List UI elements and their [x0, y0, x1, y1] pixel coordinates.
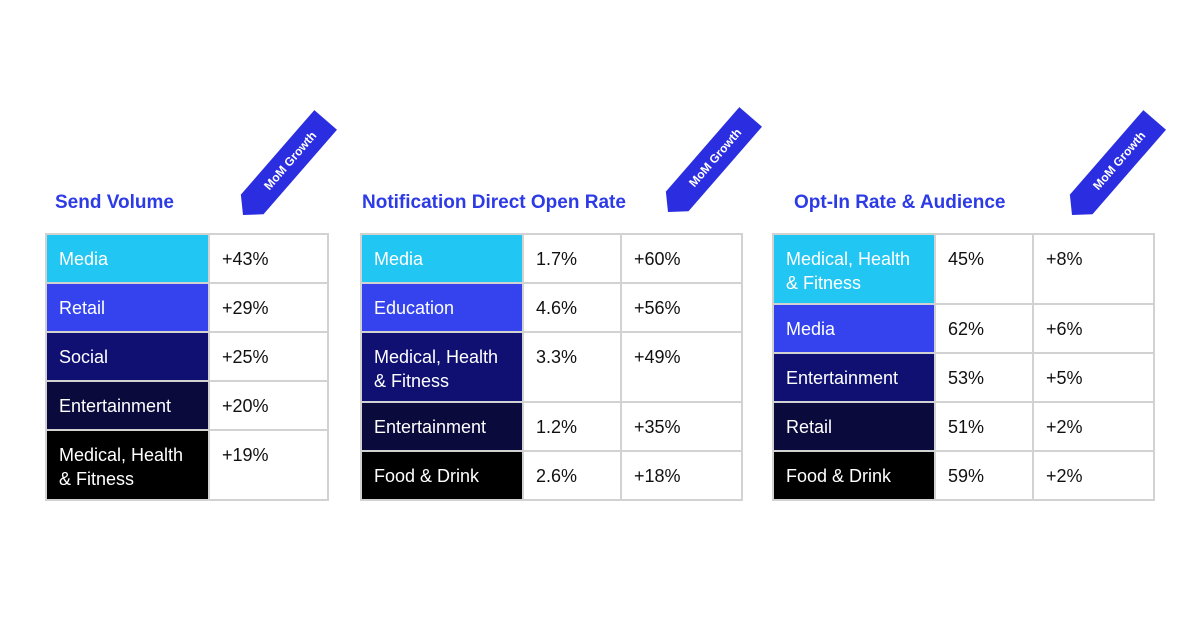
value-cell: +25% [208, 331, 329, 382]
table-row: Retail 51% +2% [772, 401, 1155, 452]
value-cell: +2% [1032, 401, 1155, 452]
value-cell: 4.6% [522, 282, 622, 333]
value-cell: +43% [208, 233, 329, 284]
value-cell: +19% [208, 429, 329, 501]
value-cell: +5% [1032, 352, 1155, 403]
value-cell: +49% [620, 331, 743, 403]
value-cell: +60% [620, 233, 743, 284]
table-title: Opt-In Rate & Audience [794, 192, 1006, 213]
category-cell: Medical, Health & Fitness [45, 429, 210, 501]
badge-group: MoM Growth [1069, 110, 1166, 215]
badge-shape [665, 107, 762, 212]
table-row: Entertainment 53% +5% [772, 352, 1155, 403]
value-cell: +56% [620, 282, 743, 333]
category-cell: Food & Drink [360, 450, 524, 501]
table-row: Media 1.7% +60% [360, 233, 743, 284]
table-row: Retail +29% [45, 282, 329, 333]
badge-group: MoM Growth [665, 107, 762, 212]
value-cell: +2% [1032, 450, 1155, 501]
badge-shape [1069, 110, 1166, 215]
category-cell: Entertainment [45, 380, 210, 431]
value-cell: 53% [934, 352, 1034, 403]
table-row: Medical, Health & Fitness 45% +8% [772, 233, 1155, 305]
category-cell: Medical, Health & Fitness [772, 233, 936, 305]
value-cell: +35% [620, 401, 743, 452]
table-row: Medical, Health & Fitness 3.3% +49% [360, 331, 743, 403]
value-cell: 1.2% [522, 401, 622, 452]
category-cell: Entertainment [360, 401, 524, 452]
badge: MoM Growth [1069, 110, 1166, 215]
table-row: Entertainment +20% [45, 380, 329, 431]
data-table: Media 1.7% +60% Education 4.6% +56% Medical, H… [360, 233, 743, 501]
category-cell: Media [772, 303, 936, 354]
badge-shape [240, 110, 337, 215]
category-cell: Retail [772, 401, 936, 452]
badge-group: MoM Growth [240, 110, 337, 215]
category-cell: Medical, Health & Fitness [360, 331, 524, 403]
table-row: Social +25% [45, 331, 329, 382]
table-row: Medical, Health & Fitness +19% [45, 429, 329, 501]
category-cell: Education [360, 282, 524, 333]
value-cell: +8% [1032, 233, 1155, 305]
value-cell: 3.3% [522, 331, 622, 403]
category-cell: Media [45, 233, 210, 284]
category-cell: Social [45, 331, 210, 382]
data-table: Media +43% Retail +29% Social +25% Entertainme… [45, 233, 329, 501]
value-cell: 2.6% [522, 450, 622, 501]
value-cell: 1.7% [522, 233, 622, 284]
table-row: Media 62% +6% [772, 303, 1155, 354]
value-cell: +6% [1032, 303, 1155, 354]
table-row: Food & Drink 59% +2% [772, 450, 1155, 501]
value-cell: 51% [934, 401, 1034, 452]
badge: MoM Growth [240, 110, 337, 215]
table-body: Medical, Health & Fitness 45% +8% Media 62% +… [772, 233, 1155, 501]
table-row: Entertainment 1.2% +35% [360, 401, 743, 452]
table-title: Send Volume [55, 192, 174, 213]
value-cell: 62% [934, 303, 1034, 354]
table-title: Notification Direct Open Rate [362, 192, 626, 213]
category-cell: Entertainment [772, 352, 936, 403]
table-row: Media +43% [45, 233, 329, 284]
category-cell: Food & Drink [772, 450, 936, 501]
value-cell: +29% [208, 282, 329, 333]
table-row: Food & Drink 2.6% +18% [360, 450, 743, 501]
category-cell: Media [360, 233, 524, 284]
value-cell: +18% [620, 450, 743, 501]
table-body: Media +43% Retail +29% Social +25% Entertainme… [45, 233, 329, 501]
value-cell: +20% [208, 380, 329, 431]
badge: MoM Growth [665, 107, 762, 212]
data-table: Medical, Health & Fitness 45% +8% Media 62% +… [772, 233, 1155, 501]
table-row: Education 4.6% +56% [360, 282, 743, 333]
value-cell: 45% [934, 233, 1034, 305]
category-cell: Retail [45, 282, 210, 333]
value-cell: 59% [934, 450, 1034, 501]
table-body: Media 1.7% +60% Education 4.6% +56% Medical, H… [360, 233, 743, 501]
